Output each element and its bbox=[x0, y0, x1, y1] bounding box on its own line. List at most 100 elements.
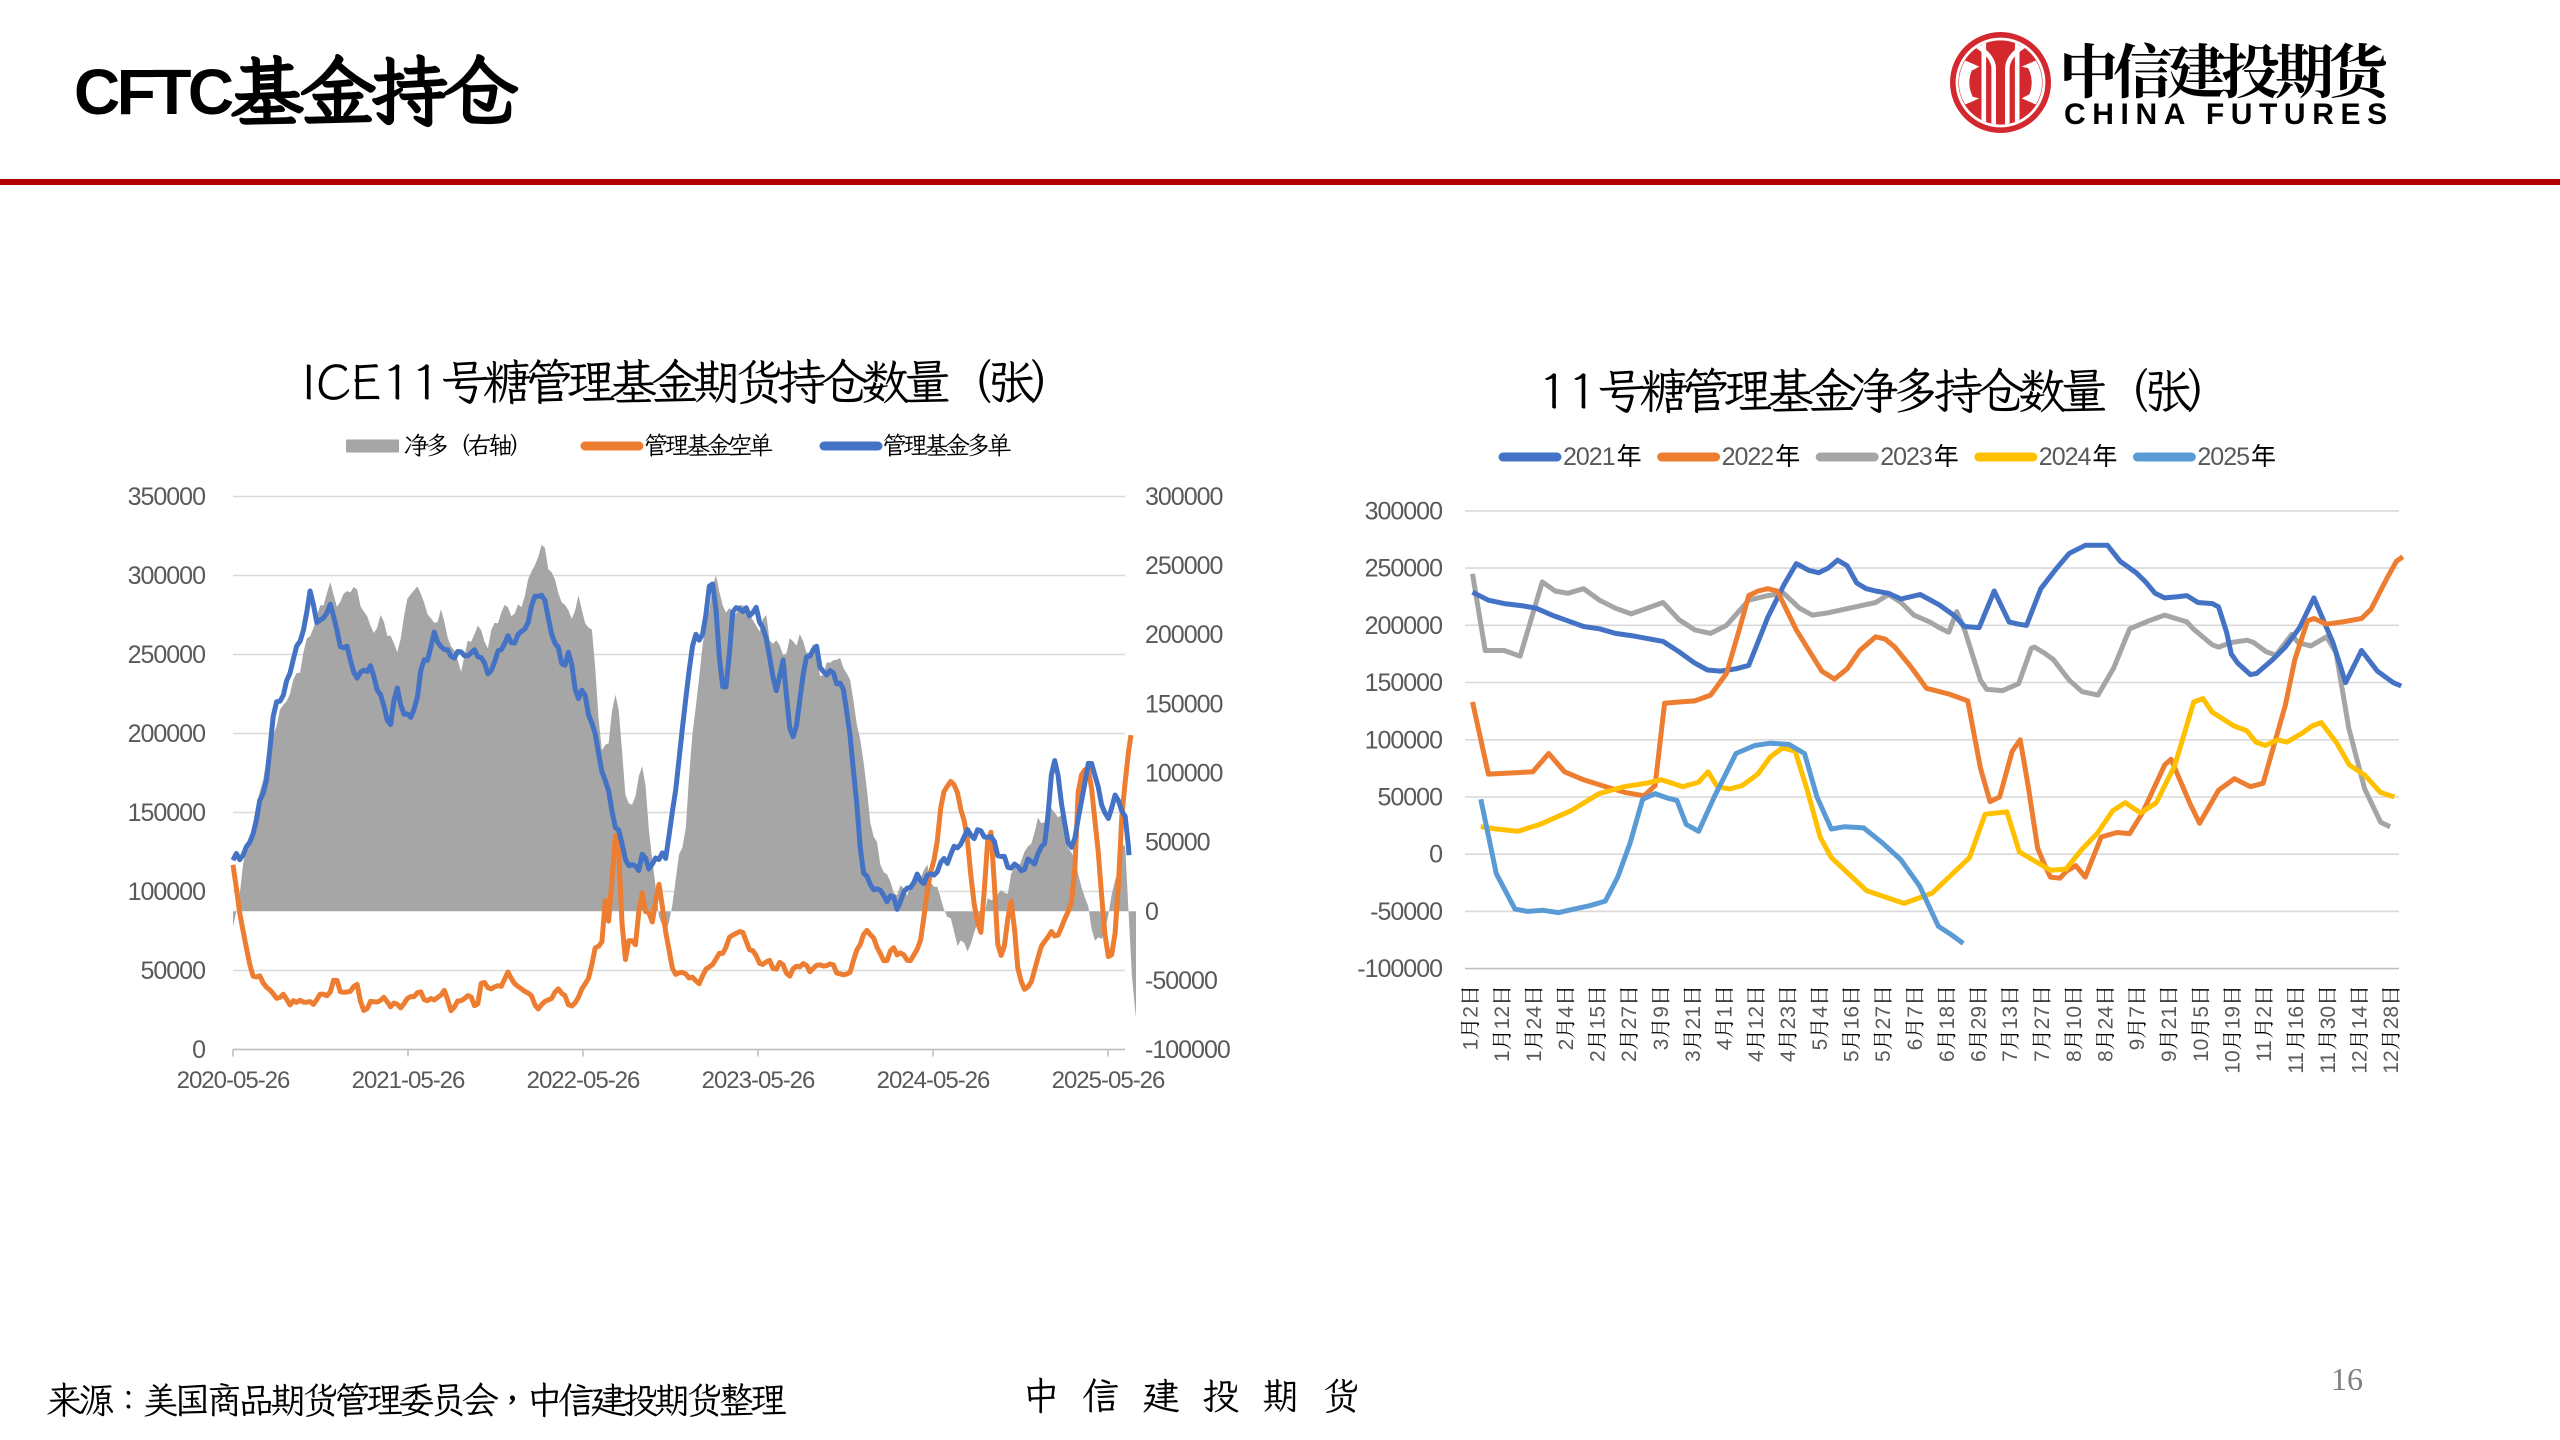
svg-text:2024-05-26: 2024-05-26 bbox=[877, 1067, 990, 1094]
svg-text:9: 9 bbox=[2158, 1050, 2181, 1062]
svg-text:2023: 2023 bbox=[1880, 443, 1932, 471]
svg-text:4: 4 bbox=[1745, 1050, 1768, 1062]
svg-text:2020-05-26: 2020-05-26 bbox=[177, 1067, 290, 1094]
svg-text:12: 12 bbox=[2349, 1050, 2372, 1073]
svg-text:5: 5 bbox=[1872, 1050, 1895, 1062]
svg-text:8: 8 bbox=[2095, 1050, 2118, 1062]
svg-text:7: 7 bbox=[2031, 1050, 2054, 1062]
svg-text:24: 24 bbox=[1523, 1006, 1546, 1030]
svg-text:0: 0 bbox=[192, 1036, 205, 1064]
svg-text:4: 4 bbox=[1555, 1006, 1578, 1018]
svg-text:12: 12 bbox=[2380, 1050, 2403, 1073]
svg-text:250000: 250000 bbox=[1145, 552, 1223, 580]
svg-text:2: 2 bbox=[2253, 1006, 2276, 1018]
svg-text:11: 11 bbox=[2317, 1052, 2340, 1074]
svg-text:CHINA FUTURES: CHINA FUTURES bbox=[2064, 98, 2394, 131]
svg-text:150000: 150000 bbox=[1365, 669, 1443, 697]
svg-text:23: 23 bbox=[1777, 1006, 1800, 1029]
svg-text:10: 10 bbox=[2063, 1006, 2086, 1029]
svg-text:29: 29 bbox=[1968, 1006, 1991, 1029]
svg-text:27: 27 bbox=[1872, 1006, 1895, 1029]
svg-text:100000: 100000 bbox=[128, 878, 206, 906]
svg-text:2022-05-26: 2022-05-26 bbox=[527, 1067, 640, 1094]
svg-text:12: 12 bbox=[1491, 1006, 1514, 1029]
svg-text:1: 1 bbox=[1714, 1006, 1737, 1018]
svg-text:16: 16 bbox=[2331, 1361, 2363, 1397]
svg-text:150000: 150000 bbox=[128, 799, 206, 827]
svg-text:5: 5 bbox=[2190, 1006, 2213, 1018]
svg-text:0: 0 bbox=[1429, 841, 1442, 869]
svg-text:5: 5 bbox=[1841, 1050, 1864, 1062]
svg-text:2023-05-26: 2023-05-26 bbox=[702, 1067, 815, 1094]
svg-text:3: 3 bbox=[1650, 1039, 1673, 1051]
svg-text:2021: 2021 bbox=[1563, 443, 1615, 471]
svg-text:2024: 2024 bbox=[2039, 443, 2092, 471]
svg-text:7: 7 bbox=[1904, 1006, 1927, 1018]
svg-text:2025: 2025 bbox=[2197, 443, 2249, 471]
svg-text:1: 1 bbox=[1491, 1050, 1514, 1062]
svg-text:350000: 350000 bbox=[128, 483, 206, 511]
svg-text:30: 30 bbox=[2317, 1006, 2340, 1029]
svg-text:1: 1 bbox=[1460, 1039, 1483, 1051]
svg-text:21: 21 bbox=[1682, 1006, 1705, 1029]
svg-text:250000: 250000 bbox=[1365, 555, 1443, 583]
svg-text:28: 28 bbox=[2380, 1006, 2403, 1029]
svg-text:50000: 50000 bbox=[1145, 829, 1210, 857]
svg-text:4: 4 bbox=[1809, 1006, 1832, 1018]
svg-text:12: 12 bbox=[1745, 1006, 1768, 1029]
svg-text:7: 7 bbox=[2126, 1006, 2149, 1018]
svg-text:200000: 200000 bbox=[128, 720, 206, 748]
svg-text:6: 6 bbox=[1936, 1050, 1959, 1062]
svg-text:-50000: -50000 bbox=[1145, 967, 1217, 995]
svg-text:250000: 250000 bbox=[128, 641, 206, 669]
svg-text:200000: 200000 bbox=[1365, 612, 1443, 640]
svg-text:-100000: -100000 bbox=[1357, 955, 1442, 983]
svg-text:10: 10 bbox=[2222, 1050, 2245, 1073]
svg-text:11: 11 bbox=[2253, 1040, 2276, 1062]
svg-text:6: 6 bbox=[1968, 1050, 1991, 1062]
svg-text:15: 15 bbox=[1587, 1006, 1610, 1029]
svg-text:19: 19 bbox=[2222, 1006, 2245, 1029]
svg-text:2: 2 bbox=[1587, 1050, 1610, 1062]
svg-text:3: 3 bbox=[1682, 1050, 1705, 1062]
svg-text:-100000: -100000 bbox=[1145, 1036, 1230, 1064]
svg-text:9: 9 bbox=[2126, 1039, 2149, 1051]
svg-text:200000: 200000 bbox=[1145, 621, 1223, 649]
svg-text:9: 9 bbox=[1650, 1006, 1673, 1018]
svg-text:6: 6 bbox=[1904, 1039, 1927, 1051]
svg-text:300000: 300000 bbox=[1145, 483, 1223, 511]
svg-text:100000: 100000 bbox=[1365, 726, 1443, 754]
svg-text:7: 7 bbox=[1999, 1050, 2022, 1062]
svg-text:-50000: -50000 bbox=[1370, 898, 1442, 926]
svg-text:21: 21 bbox=[2158, 1006, 2181, 1029]
svg-text:2022: 2022 bbox=[1722, 443, 1774, 471]
svg-text:16: 16 bbox=[1841, 1006, 1864, 1029]
svg-text:18: 18 bbox=[1936, 1006, 1959, 1029]
svg-text:CFTC: CFTC bbox=[74, 56, 233, 128]
svg-text:2021-05-26: 2021-05-26 bbox=[352, 1067, 465, 1094]
svg-text:50000: 50000 bbox=[1377, 784, 1442, 812]
svg-text:2: 2 bbox=[1555, 1039, 1578, 1051]
svg-text:10: 10 bbox=[2190, 1039, 2213, 1062]
svg-text:4: 4 bbox=[1777, 1050, 1800, 1062]
svg-text:4: 4 bbox=[1714, 1038, 1737, 1050]
svg-text:0: 0 bbox=[1145, 898, 1158, 926]
svg-text:100000: 100000 bbox=[1145, 760, 1223, 788]
svg-text:2: 2 bbox=[1460, 1006, 1483, 1018]
svg-text:27: 27 bbox=[1618, 1006, 1641, 1029]
svg-text:300000: 300000 bbox=[1365, 497, 1443, 525]
svg-text:14: 14 bbox=[2349, 1006, 2372, 1030]
svg-text:1: 1 bbox=[1523, 1050, 1546, 1062]
svg-text:11: 11 bbox=[2285, 1052, 2308, 1074]
svg-text:8: 8 bbox=[2063, 1050, 2086, 1062]
svg-text:2: 2 bbox=[1618, 1050, 1641, 1062]
svg-text:16: 16 bbox=[2285, 1006, 2308, 1029]
svg-text:27: 27 bbox=[2031, 1006, 2054, 1029]
svg-text:300000: 300000 bbox=[128, 562, 206, 590]
svg-text:24: 24 bbox=[2095, 1006, 2118, 1030]
svg-text:13: 13 bbox=[1999, 1006, 2022, 1029]
svg-text:50000: 50000 bbox=[140, 957, 205, 985]
svg-text:150000: 150000 bbox=[1145, 690, 1223, 718]
svg-text:5: 5 bbox=[1809, 1039, 1832, 1051]
svg-text:2025-05-26: 2025-05-26 bbox=[1052, 1067, 1165, 1094]
